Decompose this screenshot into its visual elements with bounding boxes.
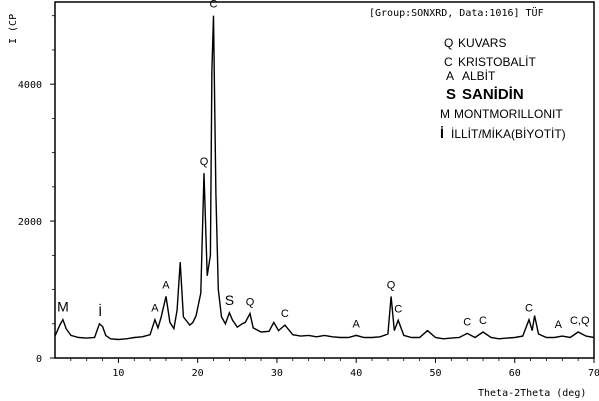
peak-label: Q	[200, 156, 209, 168]
peak-label: C	[463, 316, 471, 328]
x-tick-label: 70	[588, 368, 599, 379]
peak-label: Q	[387, 279, 396, 291]
y-axis-label: I (CP	[8, 14, 19, 44]
peak-label: C	[479, 315, 487, 327]
x-tick-label: 40	[350, 368, 362, 379]
x-tick-label: 10	[112, 368, 124, 379]
legend-entry-sanidin-code: S	[446, 86, 456, 103]
x-tick-label: 50	[429, 368, 441, 379]
header-text: [Group:SONXRD, Data:1016] TÜF	[369, 6, 544, 19]
x-tick-label: 30	[271, 368, 283, 379]
peak-label: C	[281, 308, 289, 320]
x-tick-label: 20	[192, 368, 204, 379]
peak-label: C	[525, 303, 533, 315]
x-tick-label: 60	[509, 368, 521, 379]
peak-label: İ	[98, 302, 102, 319]
legend-entry-montmorillonit-code: M	[440, 107, 450, 121]
legend-entry-illit-code: İ	[440, 125, 444, 141]
legend-entry-kristobalit-name: KRISTOBALİT	[458, 55, 536, 69]
legend-entry-sanidin-name: SANİDİN	[462, 86, 524, 103]
legend-entry-kuvars-code: Q	[444, 36, 453, 50]
peak-label: A	[162, 279, 170, 291]
peak-label: Q	[246, 297, 255, 309]
y-tick-label: 4000	[18, 80, 42, 91]
y-tick-label: 0	[36, 354, 42, 365]
peak-label: A	[151, 303, 159, 315]
peak-label: A	[555, 319, 563, 331]
legend: Q KUVARS C KRISTOBALİT A ALBİT S SANİDİN…	[440, 36, 566, 141]
series-line	[54, 15, 595, 341]
legend-entry-albit-code: A	[446, 69, 454, 83]
legend-entry-illit-name: İLLİT/MİKA(BİYOTİT)	[451, 127, 566, 141]
legend-entry-montmorillonit-name: MONTMORILLONIT	[454, 107, 563, 121]
x-axis-label: Theta-2Theta (deg)	[478, 388, 586, 399]
peak-label: C,Q	[570, 315, 590, 327]
legend-entry-kuvars-name: KUVARS	[458, 36, 506, 50]
legend-entry-kristobalit-code: C	[444, 55, 453, 69]
peak-label: C	[394, 303, 402, 315]
peak-label: M	[57, 299, 69, 315]
y-tick-label: 2000	[18, 217, 42, 228]
peak-label: A	[353, 318, 361, 330]
legend-entry-albit-name: ALBİT	[462, 69, 496, 83]
peak-label: S	[225, 292, 234, 308]
peak-label: C	[210, 0, 218, 11]
